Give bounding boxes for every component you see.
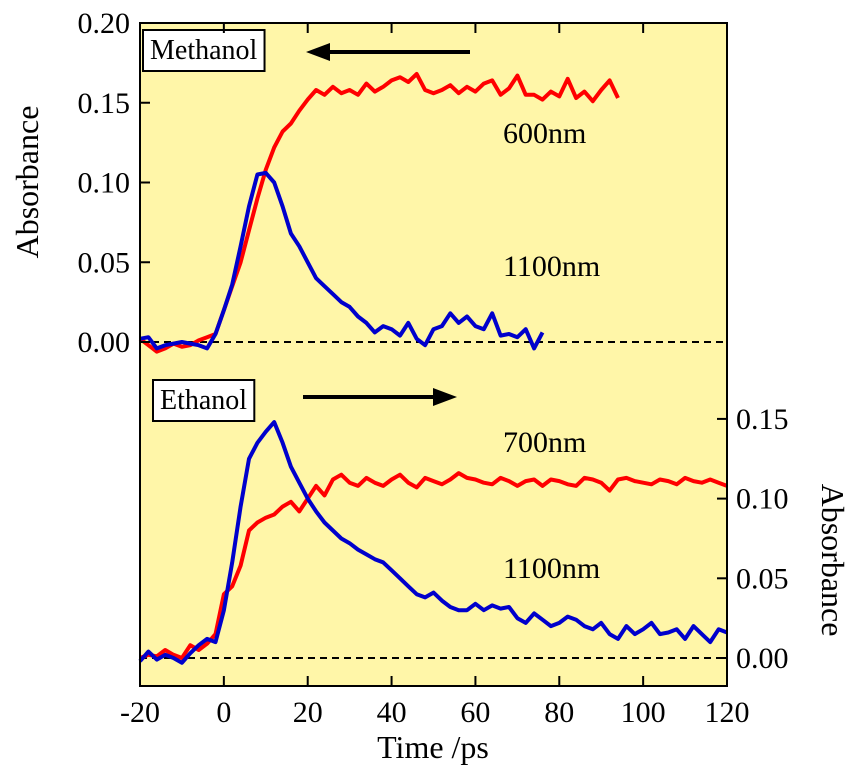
y-tick-label-right: 0.10 — [736, 483, 789, 516]
plot-content — [138, 72, 728, 665]
y-tick-label-left: 0.10 — [78, 167, 131, 200]
ethanol-label: Ethanol — [160, 385, 247, 416]
annotation-700nm: 700nm — [503, 426, 586, 459]
x-tick-label: -20 — [120, 696, 160, 729]
plot-frame — [139, 22, 728, 687]
ethanol-label-box — [152, 379, 256, 422]
y-tick-label-right: 0.00 — [736, 642, 789, 675]
annotation-1100nm-bottom: 1100nm — [503, 552, 600, 585]
y-tick-label-right: 0.05 — [736, 562, 789, 595]
x-axis-title: Time /ps — [377, 729, 489, 765]
annotation-600nm: 600nm — [503, 117, 586, 150]
y-axis-title-left: Absorbance — [9, 106, 45, 259]
x-tick-label: 40 — [377, 696, 407, 729]
series-line-ethanol-700nm — [139, 471, 728, 660]
y-tick-label-left: 0.20 — [78, 7, 131, 40]
y-axis-title-right: Absorbance — [815, 484, 851, 637]
y-tick-label-right: 0.15 — [736, 403, 789, 436]
x-tick-label: 0 — [216, 696, 231, 729]
methanol-label-box — [142, 29, 266, 72]
left-arrow-icon — [306, 43, 470, 61]
x-tick-label: 100 — [621, 696, 666, 729]
y-tick-label-left: 0.15 — [78, 87, 131, 120]
annotation-1100nm-top: 1100nm — [503, 250, 600, 283]
x-tick-label: 120 — [705, 696, 750, 729]
x-tick-label: 60 — [460, 696, 490, 729]
series-line-methanol-1100nm — [139, 170, 545, 351]
y-tick-label-left: 0.05 — [78, 246, 131, 279]
right-arrow-icon — [303, 388, 457, 406]
x-tick-label: 20 — [293, 696, 323, 729]
series-line-ethanol-1100nm — [138, 420, 728, 665]
methanol-label: Methanol — [150, 35, 258, 66]
x-tick-label: 80 — [544, 696, 574, 729]
y-tick-label-left: 0.00 — [78, 326, 131, 359]
